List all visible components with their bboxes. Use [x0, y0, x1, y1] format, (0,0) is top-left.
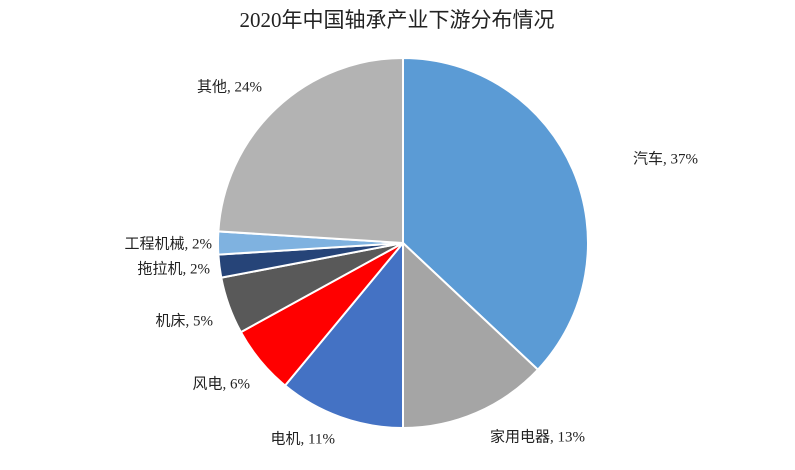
- pie-slice: [283, 240, 404, 430]
- slice-label: 家用电器, 13%: [490, 428, 585, 445]
- pie-slice: [402, 56, 589, 372]
- chart-title: 2020年中国轴承产业下游分布情况: [240, 8, 555, 32]
- slice-label: 其他, 24%: [197, 78, 262, 95]
- slice-label: 拖拉机, 2%: [138, 260, 211, 277]
- pie-slice: [217, 56, 404, 245]
- slice-label: 工程机械, 2%: [125, 235, 213, 252]
- slice-label: 电机, 11%: [271, 430, 335, 447]
- slice-label: 汽车, 37%: [633, 150, 698, 167]
- pie-slice: [402, 240, 540, 430]
- slice-label: 风电, 6%: [193, 375, 251, 392]
- slice-label: 机床, 5%: [156, 312, 214, 329]
